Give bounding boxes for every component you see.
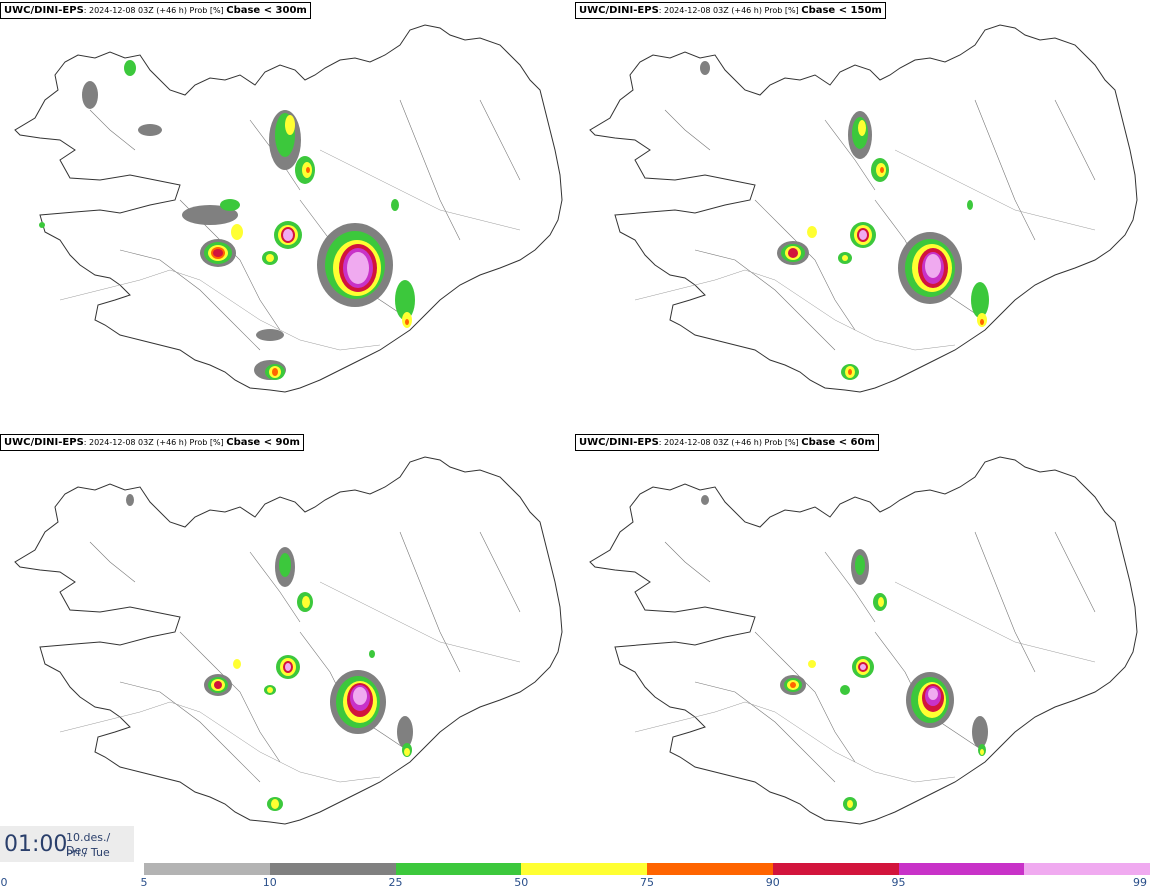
map-panel-90m: UWC/DINI-EPS: 2024-12-08 03Z (+46 h) Pro…: [0, 432, 575, 864]
map-panel-150m: UWC/DINI-EPS: 2024-12-08 03Z (+46 h) Pro…: [575, 0, 1150, 432]
valid-time-box: 01:00 10.des./ Dec Þri./ Tue: [0, 826, 134, 862]
model-name: UWC/DINI-EPS: [4, 5, 84, 16]
valid-time: 01:00: [4, 832, 68, 857]
legend-tick-label: 5: [140, 876, 148, 889]
panel-title: UWC/DINI-EPS: 2024-12-08 03Z (+46 h) Pro…: [575, 2, 886, 19]
legend-tick-label: 50: [514, 876, 529, 889]
legend-swatch: [898, 863, 1025, 875]
parameter-label: Cbase < 90m: [226, 437, 300, 448]
legend-swatch: [395, 863, 522, 875]
parameter-label: Cbase < 300m: [226, 5, 307, 16]
model-name: UWC/DINI-EPS: [579, 5, 659, 16]
legend-tick-label: 25: [388, 876, 403, 889]
legend-tick-label: 10: [262, 876, 277, 889]
color-legend-bar: [144, 863, 1150, 875]
panel-title: UWC/DINI-EPS: 2024-12-08 03Z (+46 h) Pro…: [575, 434, 879, 451]
prob-field-150m: [700, 61, 989, 380]
run-info: : 2024-12-08 03Z (+46 h) Prob [%]: [658, 438, 802, 447]
legend-tick-label: 75: [640, 876, 654, 889]
prob-field-90m: [126, 494, 413, 811]
run-info: : 2024-12-08 03Z (+46 h) Prob [%]: [83, 6, 227, 15]
prob-field-60m: [701, 495, 988, 811]
panel-title: UWC/DINI-EPS: 2024-12-08 03Z (+46 h) Pro…: [0, 434, 304, 451]
valid-date-line2: Þri./ Tue: [66, 846, 110, 859]
map-svg-150m: [589, 24, 1138, 393]
parameter-label: Cbase < 60m: [801, 437, 875, 448]
map-svg-90m: [14, 456, 563, 825]
model-name: UWC/DINI-EPS: [579, 437, 659, 448]
legend-swatch: [269, 863, 396, 875]
legend-swatch: [521, 863, 648, 875]
legend-tick-label: 95: [891, 876, 906, 889]
model-name: UWC/DINI-EPS: [4, 437, 84, 448]
legend-tick-label: 90: [765, 876, 780, 889]
map-svg-300m: [14, 24, 563, 393]
legend-swatch: [1024, 863, 1150, 875]
legend-tick-label: 0: [0, 876, 8, 889]
parameter-label: Cbase < 150m: [801, 5, 882, 16]
run-info: : 2024-12-08 03Z (+46 h) Prob [%]: [658, 6, 802, 15]
legend-tick-label: 99: [1133, 876, 1147, 889]
legend-swatch: [772, 863, 899, 875]
valid-date-line1: 10.des./ Dec: [66, 831, 111, 857]
map-svg-60m: [589, 456, 1138, 825]
legend-swatch: [144, 863, 271, 875]
panel-title: UWC/DINI-EPS: 2024-12-08 03Z (+46 h) Pro…: [0, 2, 311, 19]
run-info: : 2024-12-08 03Z (+46 h) Prob [%]: [83, 438, 227, 447]
map-panel-300m: UWC/DINI-EPS: 2024-12-08 03Z (+46 h) Pro…: [0, 0, 575, 432]
legend-swatch: [647, 863, 774, 875]
prob-field-300m: [39, 60, 415, 380]
map-panel-60m: UWC/DINI-EPS: 2024-12-08 03Z (+46 h) Pro…: [575, 432, 1150, 864]
